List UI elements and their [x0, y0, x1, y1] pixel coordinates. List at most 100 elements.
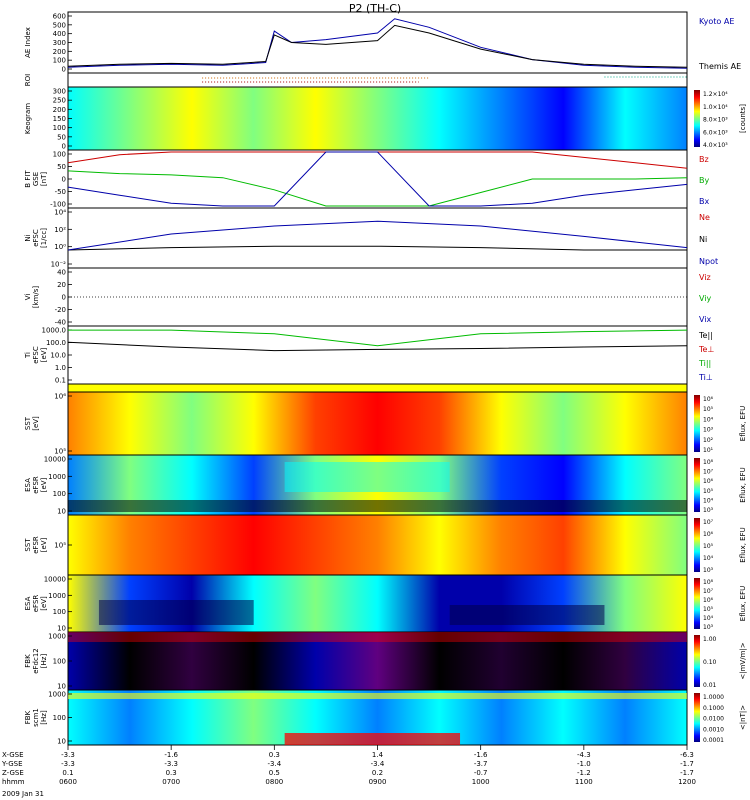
- panel-velocity-ylabel: Vi: [24, 294, 32, 301]
- xaxis-value: 1000: [472, 778, 490, 786]
- panel-esa_i-tick-label: 10000: [44, 576, 66, 584]
- panel-sst_e-ylabel: [eV]: [32, 416, 40, 431]
- panel-velocity-tick-label: -20: [55, 306, 66, 314]
- panel-bfield-tick-label: -50: [55, 188, 66, 196]
- panel-sst_i-ylabel: SST: [24, 538, 32, 552]
- xaxis-row-label: hhmm: [2, 778, 25, 786]
- xaxis-value: 1.4: [372, 751, 384, 759]
- xaxis-value: 0.5: [269, 769, 280, 777]
- panel-fbk_b-ylabel: [Hz]: [40, 710, 48, 725]
- panel-sst_e-colorbar-label: 10²: [703, 437, 714, 444]
- panel-ae-ylabel: AE Index: [24, 27, 32, 58]
- panel-sst_e-ylabel: SST: [24, 416, 32, 430]
- panel-density-legend: Ni: [699, 235, 707, 244]
- xaxis-value: -3.4: [371, 760, 385, 768]
- series-bx-line: [67, 151, 688, 207]
- panel-sst_e-colorbar-label: 10¹: [703, 447, 714, 454]
- xaxis-value: -4.3: [577, 751, 591, 759]
- panel-fbk_e-colorbar-label: 0.01: [703, 682, 717, 689]
- panel-temperature-tick-label: 0.1: [55, 377, 66, 385]
- series-bz-line: [67, 151, 688, 169]
- panel-fbk_e-ylabel: eFdc12: [32, 648, 40, 674]
- panel-fbk_b-tick-label: 1000: [48, 691, 66, 699]
- xaxis-row-label: Y-GSE: [1, 760, 23, 768]
- series-ni-line: [67, 245, 687, 251]
- panel-ae-legend: Kyoto AE: [699, 17, 734, 26]
- panel-ae-tick-label: 600: [53, 13, 66, 21]
- panel-fbk_b-ylabel: scm1: [32, 708, 40, 727]
- panel-bfield-tick-label: 0: [62, 176, 66, 184]
- panel-velocity-tick-label: 0: [62, 294, 66, 302]
- xaxis-value: -3.3: [61, 751, 75, 759]
- panel-fbk_e-tick-label: 100: [53, 658, 66, 666]
- panel-esa_i-colorbar-label: 10⁸: [703, 579, 714, 586]
- panel-fbk_b-colorbar-label: 0.0001: [703, 737, 724, 744]
- panel-density-legend: Npot: [699, 257, 718, 266]
- panel-velocity-legend: Viy: [699, 294, 712, 303]
- panel-density-ylabel: Ni: [24, 234, 32, 241]
- panel-bfield-ylabel: GSE: [32, 172, 40, 186]
- panel-velocity-legend: Vix: [699, 315, 712, 324]
- panel-sst_i-spectrogram: [68, 515, 687, 575]
- panel-esa_e-tick-label: 10000: [44, 456, 66, 464]
- panel-bfield-legend: Bz: [699, 155, 709, 164]
- panel-bfield-legend: Bx: [699, 197, 709, 206]
- panel-sst_e-colorbar: [694, 395, 700, 452]
- panel-temperature-ylabel: Ti: [24, 352, 32, 359]
- panel-ae-legend: Themis AE: [698, 62, 741, 71]
- panel-strip-spectrogram: [68, 384, 687, 392]
- panel-density-tick-label: 10²: [54, 226, 66, 234]
- panel-ae-tick-label: 500: [53, 21, 66, 29]
- panel-ae-tick-label: 200: [53, 48, 66, 56]
- panel-fbk_b-colorbar: [694, 693, 700, 742]
- esa-e-central-patch: [284, 462, 450, 492]
- panel-sst_i-colorbar: [694, 518, 700, 572]
- panel-sst_e-colorbar-label: 10⁵: [703, 406, 714, 413]
- panel-esa_e-colorbar: [694, 458, 700, 512]
- panel-fbk_b-colorbar-label: 0.1000: [703, 705, 724, 712]
- panel-keogram-tick-label: 200: [53, 106, 66, 114]
- panel-esa_i-colorbar-label: 10⁶: [703, 597, 714, 604]
- xaxis-value: 0700: [162, 778, 180, 786]
- xaxis-value: 0.1: [62, 769, 73, 777]
- panel-fbk_b-ylabel: FBK: [24, 710, 32, 724]
- panel-sst_i-colorbar-label: 10⁷: [703, 519, 714, 526]
- panel-sst_e-colorbar-label: 10⁴: [703, 416, 714, 423]
- panel-esa_i-ylabel: eFSR: [32, 595, 40, 613]
- panel-keogram-colorbar: [694, 90, 700, 147]
- panel-esa_i-colorbar: [694, 578, 700, 629]
- xaxis-value: 0.3: [269, 751, 280, 759]
- panel-temperature-ylabel: eFSC: [32, 346, 40, 364]
- xaxis-value: 1100: [575, 778, 593, 786]
- panel-sst_e-colorbar-label: 10³: [703, 427, 714, 434]
- panel-esa_e-colorbar-label: 10⁷: [703, 469, 714, 476]
- panel-velocity-tick-label: -40: [55, 319, 66, 327]
- xaxis-value: 0.2: [372, 769, 383, 777]
- xaxis-value: -1.2: [577, 769, 591, 777]
- panel-esa_e-ylabel: ESA: [24, 478, 32, 492]
- panel-density-legend: Ne: [699, 213, 710, 222]
- panel-sst_i-colorbar-unit: Eflux, EFU: [739, 527, 747, 562]
- xaxis-value: 0800: [265, 778, 283, 786]
- panel-keogram-ylabel: Keogram: [24, 103, 32, 134]
- esa-e-low-energy-band: [68, 500, 687, 512]
- panel-sst_i-colorbar-label: 10⁴: [703, 555, 714, 562]
- panel-temperature-tick-label: 10.0: [50, 352, 66, 360]
- panel-keogram-spectrogram: [68, 87, 687, 150]
- xaxis-value: -6.3: [680, 751, 694, 759]
- xaxis-value: -1.0: [577, 760, 591, 768]
- xaxis-value: -1.6: [474, 751, 488, 759]
- xaxis-row-label: Z-GSE: [2, 769, 24, 777]
- panel-fbk_e-spectrogram: [68, 632, 687, 690]
- panel-density-ylabel: eFSC: [32, 229, 40, 247]
- panel-sst_e-colorbar-label: 10⁶: [703, 396, 714, 403]
- panel-velocity-tick-label: 40: [57, 269, 66, 277]
- panel-density-tick-label: 10⁴: [54, 209, 66, 217]
- panel-sst_e-tick-label: 10⁶: [54, 393, 66, 401]
- xaxis-value: -3.4: [267, 760, 281, 768]
- panel-sst_i-colorbar-label: 10³: [703, 567, 714, 574]
- xaxis-value: -3.3: [164, 760, 178, 768]
- panel-fbk_b-tick-label: 100: [53, 714, 66, 722]
- panel-fbk_e-colorbar: [694, 635, 700, 687]
